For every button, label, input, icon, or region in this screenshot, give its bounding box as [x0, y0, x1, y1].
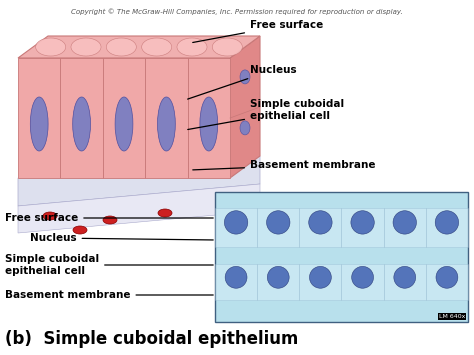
- Polygon shape: [18, 184, 260, 233]
- Text: Copyright © The McGraw-Hill Companies, Inc. Permission required for reproduction: Copyright © The McGraw-Hill Companies, I…: [71, 8, 403, 15]
- Ellipse shape: [435, 211, 459, 234]
- Bar: [257, 208, 300, 247]
- Ellipse shape: [30, 97, 48, 151]
- Ellipse shape: [212, 38, 242, 56]
- Ellipse shape: [224, 211, 248, 234]
- Ellipse shape: [71, 38, 101, 56]
- Ellipse shape: [310, 266, 331, 288]
- Text: LM 640x: LM 640x: [438, 314, 465, 319]
- Ellipse shape: [177, 38, 207, 56]
- Ellipse shape: [266, 211, 290, 234]
- Bar: [145, 58, 188, 178]
- Text: Basement membrane: Basement membrane: [5, 290, 213, 300]
- Ellipse shape: [73, 226, 87, 234]
- Polygon shape: [230, 36, 260, 178]
- Text: Free surface: Free surface: [5, 213, 213, 223]
- Text: Nucleus: Nucleus: [188, 65, 297, 99]
- Ellipse shape: [436, 266, 458, 288]
- Bar: [383, 263, 426, 300]
- Ellipse shape: [73, 97, 91, 151]
- Text: (b)  Simple cuboidal epithelium: (b) Simple cuboidal epithelium: [5, 330, 298, 348]
- Bar: [426, 263, 468, 300]
- Bar: [300, 208, 341, 247]
- Ellipse shape: [43, 212, 57, 220]
- Ellipse shape: [106, 38, 137, 56]
- Bar: [257, 263, 300, 300]
- Bar: [103, 58, 145, 178]
- Text: Simple cuboidal
epithelial cell: Simple cuboidal epithelial cell: [5, 254, 213, 276]
- Ellipse shape: [267, 266, 289, 288]
- Text: Simple cuboidal
epithelial cell: Simple cuboidal epithelial cell: [188, 99, 344, 130]
- Ellipse shape: [225, 266, 247, 288]
- Ellipse shape: [200, 97, 218, 151]
- Text: Nucleus: Nucleus: [30, 233, 213, 243]
- Bar: [426, 208, 468, 247]
- Bar: [18, 58, 60, 178]
- Bar: [188, 58, 230, 178]
- Ellipse shape: [157, 97, 175, 151]
- Text: Basement membrane: Basement membrane: [193, 160, 375, 170]
- Ellipse shape: [240, 70, 250, 84]
- Ellipse shape: [115, 97, 133, 151]
- Ellipse shape: [103, 216, 117, 224]
- Ellipse shape: [393, 211, 417, 234]
- Ellipse shape: [240, 121, 250, 135]
- Ellipse shape: [394, 266, 416, 288]
- Ellipse shape: [158, 209, 172, 217]
- Text: Free surface: Free surface: [193, 20, 323, 43]
- Ellipse shape: [142, 38, 172, 56]
- Polygon shape: [18, 36, 260, 58]
- Polygon shape: [18, 156, 260, 206]
- Bar: [60, 58, 103, 178]
- Ellipse shape: [309, 211, 332, 234]
- Bar: [383, 208, 426, 247]
- Bar: [215, 208, 257, 247]
- Bar: [300, 263, 341, 300]
- Ellipse shape: [352, 266, 374, 288]
- Bar: [215, 263, 257, 300]
- Bar: [341, 208, 383, 247]
- Ellipse shape: [351, 211, 374, 234]
- Bar: [341, 263, 383, 300]
- Bar: [215, 192, 468, 322]
- Ellipse shape: [36, 38, 66, 56]
